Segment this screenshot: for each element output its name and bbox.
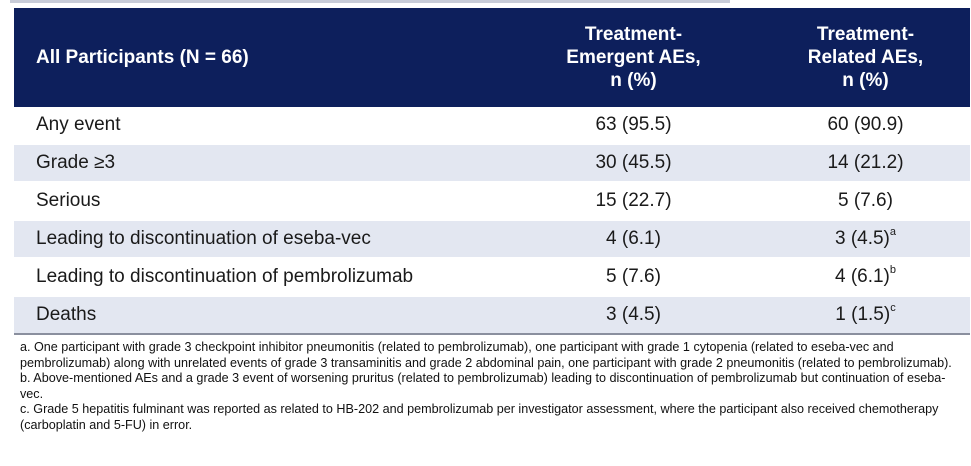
table-row: Leading to discontinuation of pembrolizu…	[14, 258, 970, 297]
teae-value: 63 (95.5)	[506, 107, 761, 145]
row-label: Leading to discontinuation of eseba-vec	[14, 220, 506, 259]
header-line: Treatment-	[816, 24, 915, 45]
teae-value: 30 (45.5)	[506, 144, 761, 183]
trae-value: 5 (7.6)	[838, 190, 893, 211]
header-treatment-related: Treatment- Related AEs, n (%)	[761, 8, 970, 107]
trae-value: 1 (1.5)	[835, 304, 891, 325]
row-label: Serious	[14, 182, 506, 221]
table-row: Grade ≥3 30 (45.5) 14 (21.2)	[14, 144, 970, 183]
trae-cell: 60 (90.9)	[761, 107, 970, 145]
trae-cell: 14 (21.2)	[761, 144, 970, 183]
trae-value: 3 (4.5)	[834, 228, 890, 249]
adverse-events-table: All Participants (N = 66) Treatment- Eme…	[14, 8, 970, 335]
row-label: Grade ≥3	[14, 144, 506, 183]
table-header-row: All Participants (N = 66) Treatment- Eme…	[14, 8, 970, 107]
header-line: n (%)	[610, 70, 657, 91]
trae-value: 60 (90.9)	[827, 114, 904, 135]
row-label: Any event	[14, 107, 506, 145]
header-line: Related AEs,	[807, 47, 924, 68]
header-participants: All Participants (N = 66)	[14, 8, 506, 107]
row-label: Leading to discontinuation of pembrolizu…	[14, 258, 506, 297]
footnote-a: a. One participant with grade 3 checkpoi…	[20, 340, 952, 370]
table-row: Leading to discontinuation of eseba-vec …	[14, 220, 970, 259]
header-line: Emergent AEs,	[566, 47, 701, 68]
trae-cell: 1 (1.5)c	[761, 296, 970, 335]
footnote-marker: a	[889, 225, 897, 238]
header-line: Treatment-	[584, 24, 683, 45]
footnote-b: b. Above-mentioned AEs and a grade 3 eve…	[20, 371, 946, 401]
teae-value: 4 (6.1)	[506, 220, 761, 259]
table-row: Any event 63 (95.5) 60 (90.9)	[14, 107, 970, 145]
footnote-c: c. Grade 5 hepatitis fulminant was repor…	[20, 402, 939, 432]
footnotes: a. One participant with grade 3 checkpoi…	[20, 340, 965, 433]
teae-value: 15 (22.7)	[506, 182, 761, 221]
trae-cell: 5 (7.6)	[761, 182, 970, 221]
header-treatment-emergent: Treatment- Emergent AEs, n (%)	[506, 8, 761, 107]
table-row: Deaths 3 (4.5) 1 (1.5)c	[14, 296, 970, 335]
top-divider	[10, 0, 730, 3]
header-line: n (%)	[842, 70, 889, 91]
teae-value: 3 (4.5)	[506, 296, 761, 335]
trae-value: 4 (6.1)	[834, 266, 890, 287]
footnote-marker: b	[889, 263, 897, 276]
trae-cell: 3 (4.5)a	[761, 220, 970, 259]
trae-cell: 4 (6.1)b	[761, 258, 970, 297]
table-row: Serious 15 (22.7) 5 (7.6)	[14, 182, 970, 221]
footnote-marker: c	[890, 301, 896, 314]
trae-value: 14 (21.2)	[827, 152, 904, 173]
row-label: Deaths	[14, 296, 506, 335]
teae-value: 5 (7.6)	[506, 258, 761, 297]
